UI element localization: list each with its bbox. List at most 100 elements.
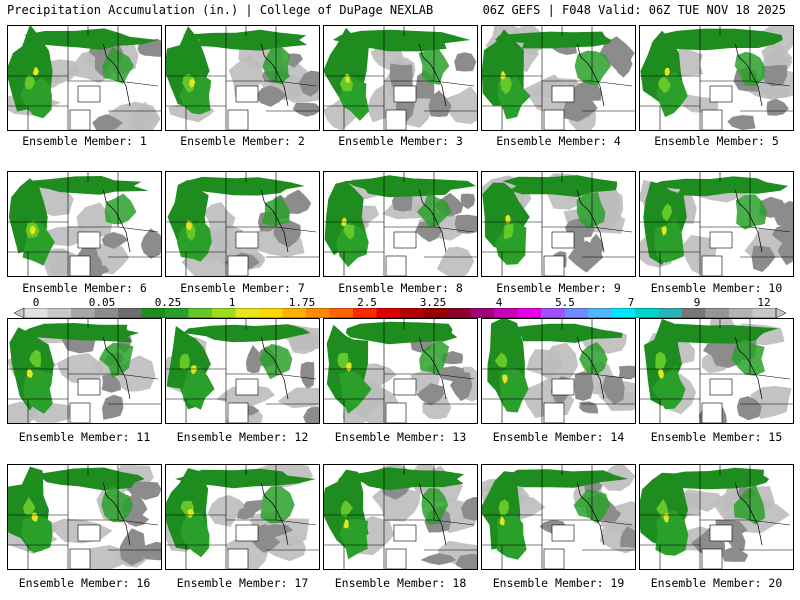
- ensemble-member-label: Ensemble Member: 1: [22, 134, 147, 148]
- colorbar-segment: [71, 308, 95, 318]
- map-panel-member-19: [481, 464, 636, 570]
- colorbar-tick-label: 0.25: [154, 296, 182, 309]
- colorbar-tick-label: 12: [757, 296, 771, 309]
- map-panel-member-10: [639, 171, 794, 277]
- precip-map: [482, 465, 635, 569]
- colorbar-segment: [517, 308, 542, 318]
- map-panel-member-12: [165, 318, 320, 424]
- map-panel-member-6: [7, 171, 162, 277]
- precip-map: [166, 172, 319, 276]
- colorbar-tick-label: 4: [495, 296, 503, 309]
- colorbar: [14, 308, 786, 318]
- map-panel-member-13: [323, 318, 478, 424]
- colorbar-segment: [282, 308, 307, 318]
- map-panel-member-18: [323, 464, 478, 570]
- map-panel-member-3: [323, 25, 478, 131]
- ensemble-member-label: Ensemble Member: 5: [654, 134, 779, 148]
- precip-map: [166, 26, 319, 130]
- map-panel-member-17: [165, 464, 320, 570]
- colorbar-segment: [682, 308, 706, 318]
- colorbar-segment: [588, 308, 612, 318]
- precip-map: [640, 319, 793, 423]
- colorbar-arrow-left: [14, 308, 25, 318]
- precip-map: [324, 319, 477, 423]
- colorbar-segment: [47, 308, 72, 318]
- precip-map: [8, 172, 161, 276]
- map-panel-member-1: [7, 25, 162, 131]
- ensemble-member-label: Ensemble Member: 3: [338, 134, 463, 148]
- colorbar-segment: [329, 308, 354, 318]
- page-title: Precipitation Accumulation (in.) | Colle…: [7, 3, 434, 17]
- ensemble-member-label: Ensemble Member: 11: [18, 430, 151, 444]
- colorbar-segment: [188, 308, 213, 318]
- colorbar-segment: [494, 308, 518, 318]
- colorbar-tick-label: 5.5: [555, 296, 575, 309]
- colorbar-segment: [212, 308, 236, 318]
- precip-map: [640, 465, 793, 569]
- precip-map: [324, 465, 477, 569]
- map-panel-member-16: [7, 464, 162, 570]
- ensemble-member-label: Ensemble Member: 4: [496, 134, 621, 148]
- colorbar-segment: [24, 308, 48, 318]
- colorbar-segment: [165, 308, 189, 318]
- colorbar-segment: [705, 308, 730, 318]
- map-panel-member-7: [165, 171, 320, 277]
- precip-map: [324, 26, 477, 130]
- map-panel-member-8: [323, 171, 478, 277]
- precip-map: [8, 465, 161, 569]
- ensemble-member-label: Ensemble Member: 20: [650, 576, 783, 590]
- map-panel-member-11: [7, 318, 162, 424]
- ensemble-member-label: Ensemble Member: 10: [650, 281, 783, 295]
- colorbar-segment: [400, 308, 424, 318]
- colorbar-tick-label: 7: [627, 296, 635, 309]
- ensemble-member-label: Ensemble Member: 7: [180, 281, 305, 295]
- colorbar-segment: [447, 308, 471, 318]
- colorbar-segment: [729, 308, 753, 318]
- precip-map: [8, 319, 161, 423]
- colorbar-segment: [94, 308, 119, 318]
- colorbar-tick-label: 1.75: [288, 296, 316, 309]
- ensemble-member-label: Ensemble Member: 2: [180, 134, 305, 148]
- colorbar-segment: [658, 308, 683, 318]
- ensemble-member-label: Ensemble Member: 19: [492, 576, 625, 590]
- precip-map: [8, 26, 161, 130]
- precip-map: [482, 172, 635, 276]
- colorbar-segment: [541, 308, 565, 318]
- precip-map: [166, 465, 319, 569]
- colorbar-segment: [235, 308, 260, 318]
- ensemble-member-label: Ensemble Member: 18: [334, 576, 467, 590]
- map-panel-member-20: [639, 464, 794, 570]
- precip-map: [166, 319, 319, 423]
- colorbar-segment: [376, 308, 401, 318]
- colorbar-tick-label: 9: [693, 296, 701, 309]
- precip-map: [324, 172, 477, 276]
- ensemble-member-label: Ensemble Member: 12: [176, 430, 309, 444]
- ensemble-member-label: Ensemble Member: 13: [334, 430, 467, 444]
- map-panel-member-2: [165, 25, 320, 131]
- map-panel-member-4: [481, 25, 636, 131]
- colorbar-arrow-right: [775, 308, 786, 318]
- precip-map: [640, 26, 793, 130]
- map-panel-member-14: [481, 318, 636, 424]
- colorbar-tick-label: 2.5: [357, 296, 377, 309]
- colorbar-segment: [752, 308, 777, 318]
- precip-map: [482, 26, 635, 130]
- ensemble-member-label: Ensemble Member: 9: [496, 281, 621, 295]
- colorbar-segment: [611, 308, 636, 318]
- colorbar-segment: [259, 308, 283, 318]
- colorbar-tick-label: 0: [32, 296, 40, 309]
- ensemble-member-label: Ensemble Member: 8: [338, 281, 463, 295]
- colorbar-segment: [635, 308, 659, 318]
- map-panel-member-5: [639, 25, 794, 131]
- ensemble-member-label: Ensemble Member: 15: [650, 430, 783, 444]
- colorbar-tick-label: 3.25: [419, 296, 447, 309]
- ensemble-member-label: Ensemble Member: 17: [176, 576, 309, 590]
- colorbar-segment: [423, 308, 448, 318]
- map-panel-member-9: [481, 171, 636, 277]
- run-info: 06Z GEFS | F048 Valid: 06Z TUE NOV 18 20…: [482, 3, 786, 17]
- ensemble-member-label: Ensemble Member: 16: [18, 576, 151, 590]
- precip-map: [640, 172, 793, 276]
- colorbar-segment: [118, 308, 142, 318]
- colorbar-segment: [470, 308, 495, 318]
- colorbar-segment: [306, 308, 330, 318]
